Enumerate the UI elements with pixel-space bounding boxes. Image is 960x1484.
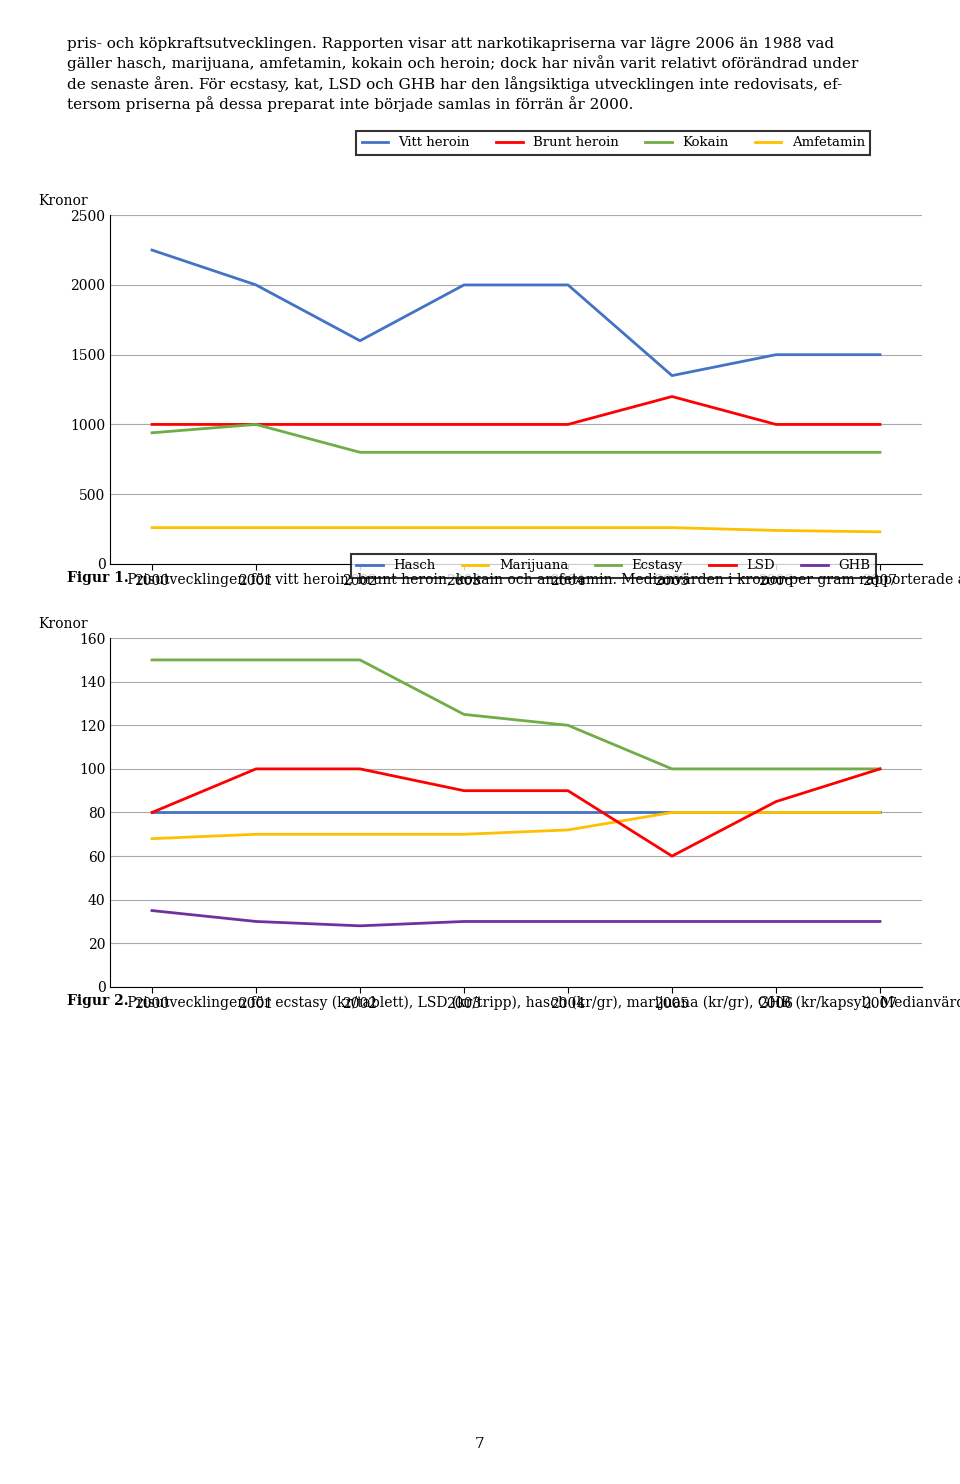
Text: Prisutvecklingen för vitt heroin, brunt heroin, kokain och amfetamin. Medianvärd: Prisutvecklingen för vitt heroin, brunt … — [123, 571, 960, 588]
Legend: Hasch, Marijuana, Ecstasy, LSD, GHB: Hasch, Marijuana, Ecstasy, LSD, GHB — [351, 554, 876, 577]
Text: Figur 1.: Figur 1. — [67, 571, 129, 585]
Legend: Vitt heroin, Brunt heroin, Kokain, Amfetamin: Vitt heroin, Brunt heroin, Kokain, Amfet… — [356, 131, 871, 154]
Text: Prisutvecklingen för ecstasy (kr/tablett), LSD (kr/tripp), hasch (kr/gr), mariju: Prisutvecklingen för ecstasy (kr/tablett… — [123, 994, 960, 1011]
Text: Kronor: Kronor — [38, 617, 88, 631]
Text: pris- och köpkraftsutvecklingen. Rapporten visar att narkotikapriserna var lägre: pris- och köpkraftsutvecklingen. Rapport… — [67, 37, 858, 113]
Text: Figur 2.: Figur 2. — [67, 994, 129, 1008]
Text: Kronor: Kronor — [38, 194, 88, 208]
Text: 7: 7 — [475, 1438, 485, 1451]
